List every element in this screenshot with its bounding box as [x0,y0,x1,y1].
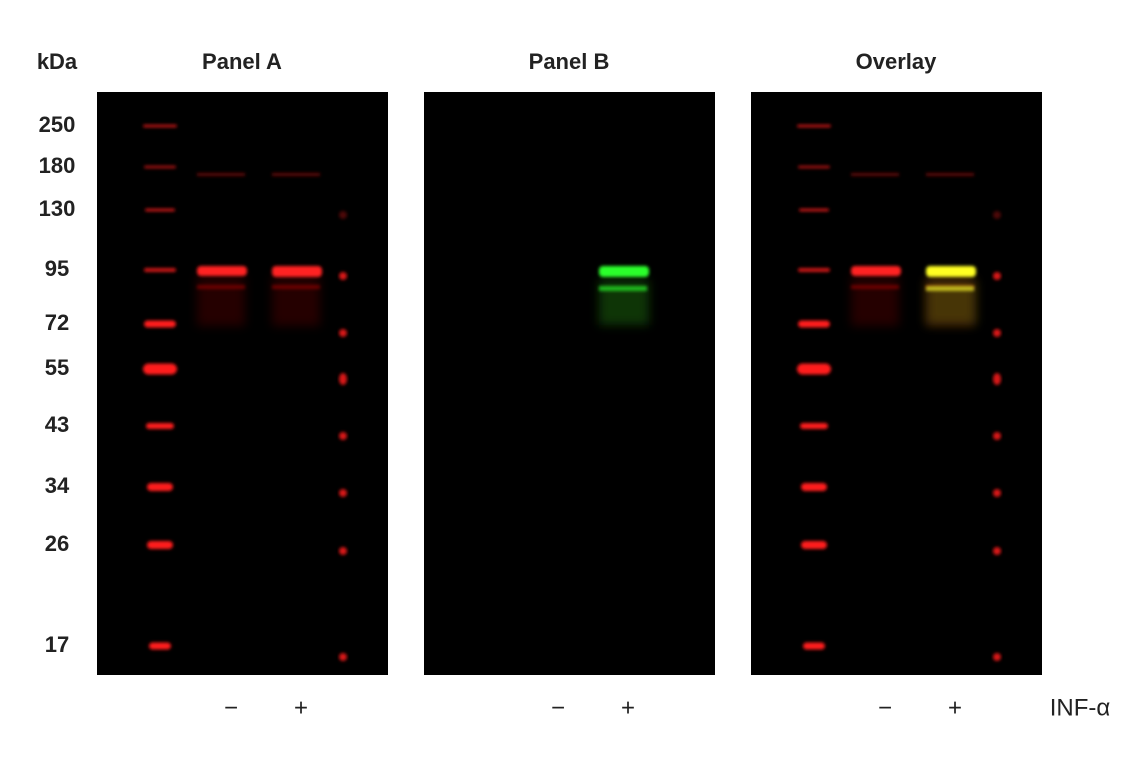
ladder-band [797,363,831,375]
ladder-band [800,423,828,429]
ladder-band [801,541,827,549]
ladder-dot [993,432,1001,440]
target-band [926,266,976,277]
ladder-dot [339,272,347,280]
panel-title: Panel A [202,49,282,74]
marker-label: 55 [45,355,69,380]
marker-label: 17 [45,632,69,657]
ladder-band [145,208,175,212]
treatment-label: INF-α [1050,694,1111,721]
ladder-band [143,363,177,375]
target-band [197,266,247,276]
ladder-band [797,124,831,128]
blot-panel [751,92,1042,675]
marker-label: 250 [39,112,76,137]
ladder-dot [993,653,1001,661]
ladder-band [799,208,829,212]
lane-label: + [948,694,962,721]
marker-label: 130 [39,196,76,221]
ladder-band [803,642,825,650]
panel-title: Overlay [856,49,937,74]
ladder-dot [993,329,1001,337]
target-band [851,266,901,276]
blot-panel [424,92,715,675]
lane-label: + [621,694,635,721]
target-band [599,266,649,277]
axis-label: kDa [37,49,78,74]
blot-panel [97,92,388,675]
sub-band [926,286,974,291]
ladder-band [798,320,830,328]
ladder-dot [339,329,347,337]
sub-band [851,285,899,289]
smear [272,276,320,326]
ladder-band [801,483,827,491]
sub-band [599,286,647,291]
ladder-band [144,268,176,272]
smear [197,276,245,326]
lane-label: − [878,694,892,721]
ladder-band [147,483,173,491]
lane-label: − [224,694,238,721]
ladder-dot [339,211,347,219]
panel-title: Panel B [529,49,610,74]
marker-label: 43 [45,412,69,437]
faint-band [926,173,974,176]
ladder-band [146,423,174,429]
ladder-dot [339,373,347,385]
marker-label: 26 [45,531,69,556]
ladder-band [144,165,176,169]
ladder-dot [339,489,347,497]
lane-label: − [551,694,565,721]
ladder-dot [993,489,1001,497]
ladder-band [798,165,830,169]
ladder-dot [993,373,1001,385]
ladder-band [149,642,171,650]
marker-label: 72 [45,310,69,335]
ladder-dot [339,547,347,555]
marker-label: 34 [45,473,70,498]
ladder-dot [993,211,1001,219]
ladder-band [143,124,177,128]
ladder-dot [339,653,347,661]
ladder-dot [339,432,347,440]
bands [143,124,347,661]
target-band [272,266,322,277]
marker-label: 180 [39,153,76,178]
faint-band [851,173,899,176]
ladder-band [144,320,176,328]
ladder-dot [993,272,1001,280]
bands [599,266,649,325]
faint-band [272,173,320,176]
ladder-band [147,541,173,549]
sub-band [272,285,320,289]
ladder-band [798,268,830,272]
faint-band [197,173,245,176]
sub-band [197,285,245,289]
lane-label: + [294,694,308,721]
bands [797,124,1001,661]
ladder-dot [993,547,1001,555]
smear [851,276,899,326]
marker-label: 95 [45,256,69,281]
